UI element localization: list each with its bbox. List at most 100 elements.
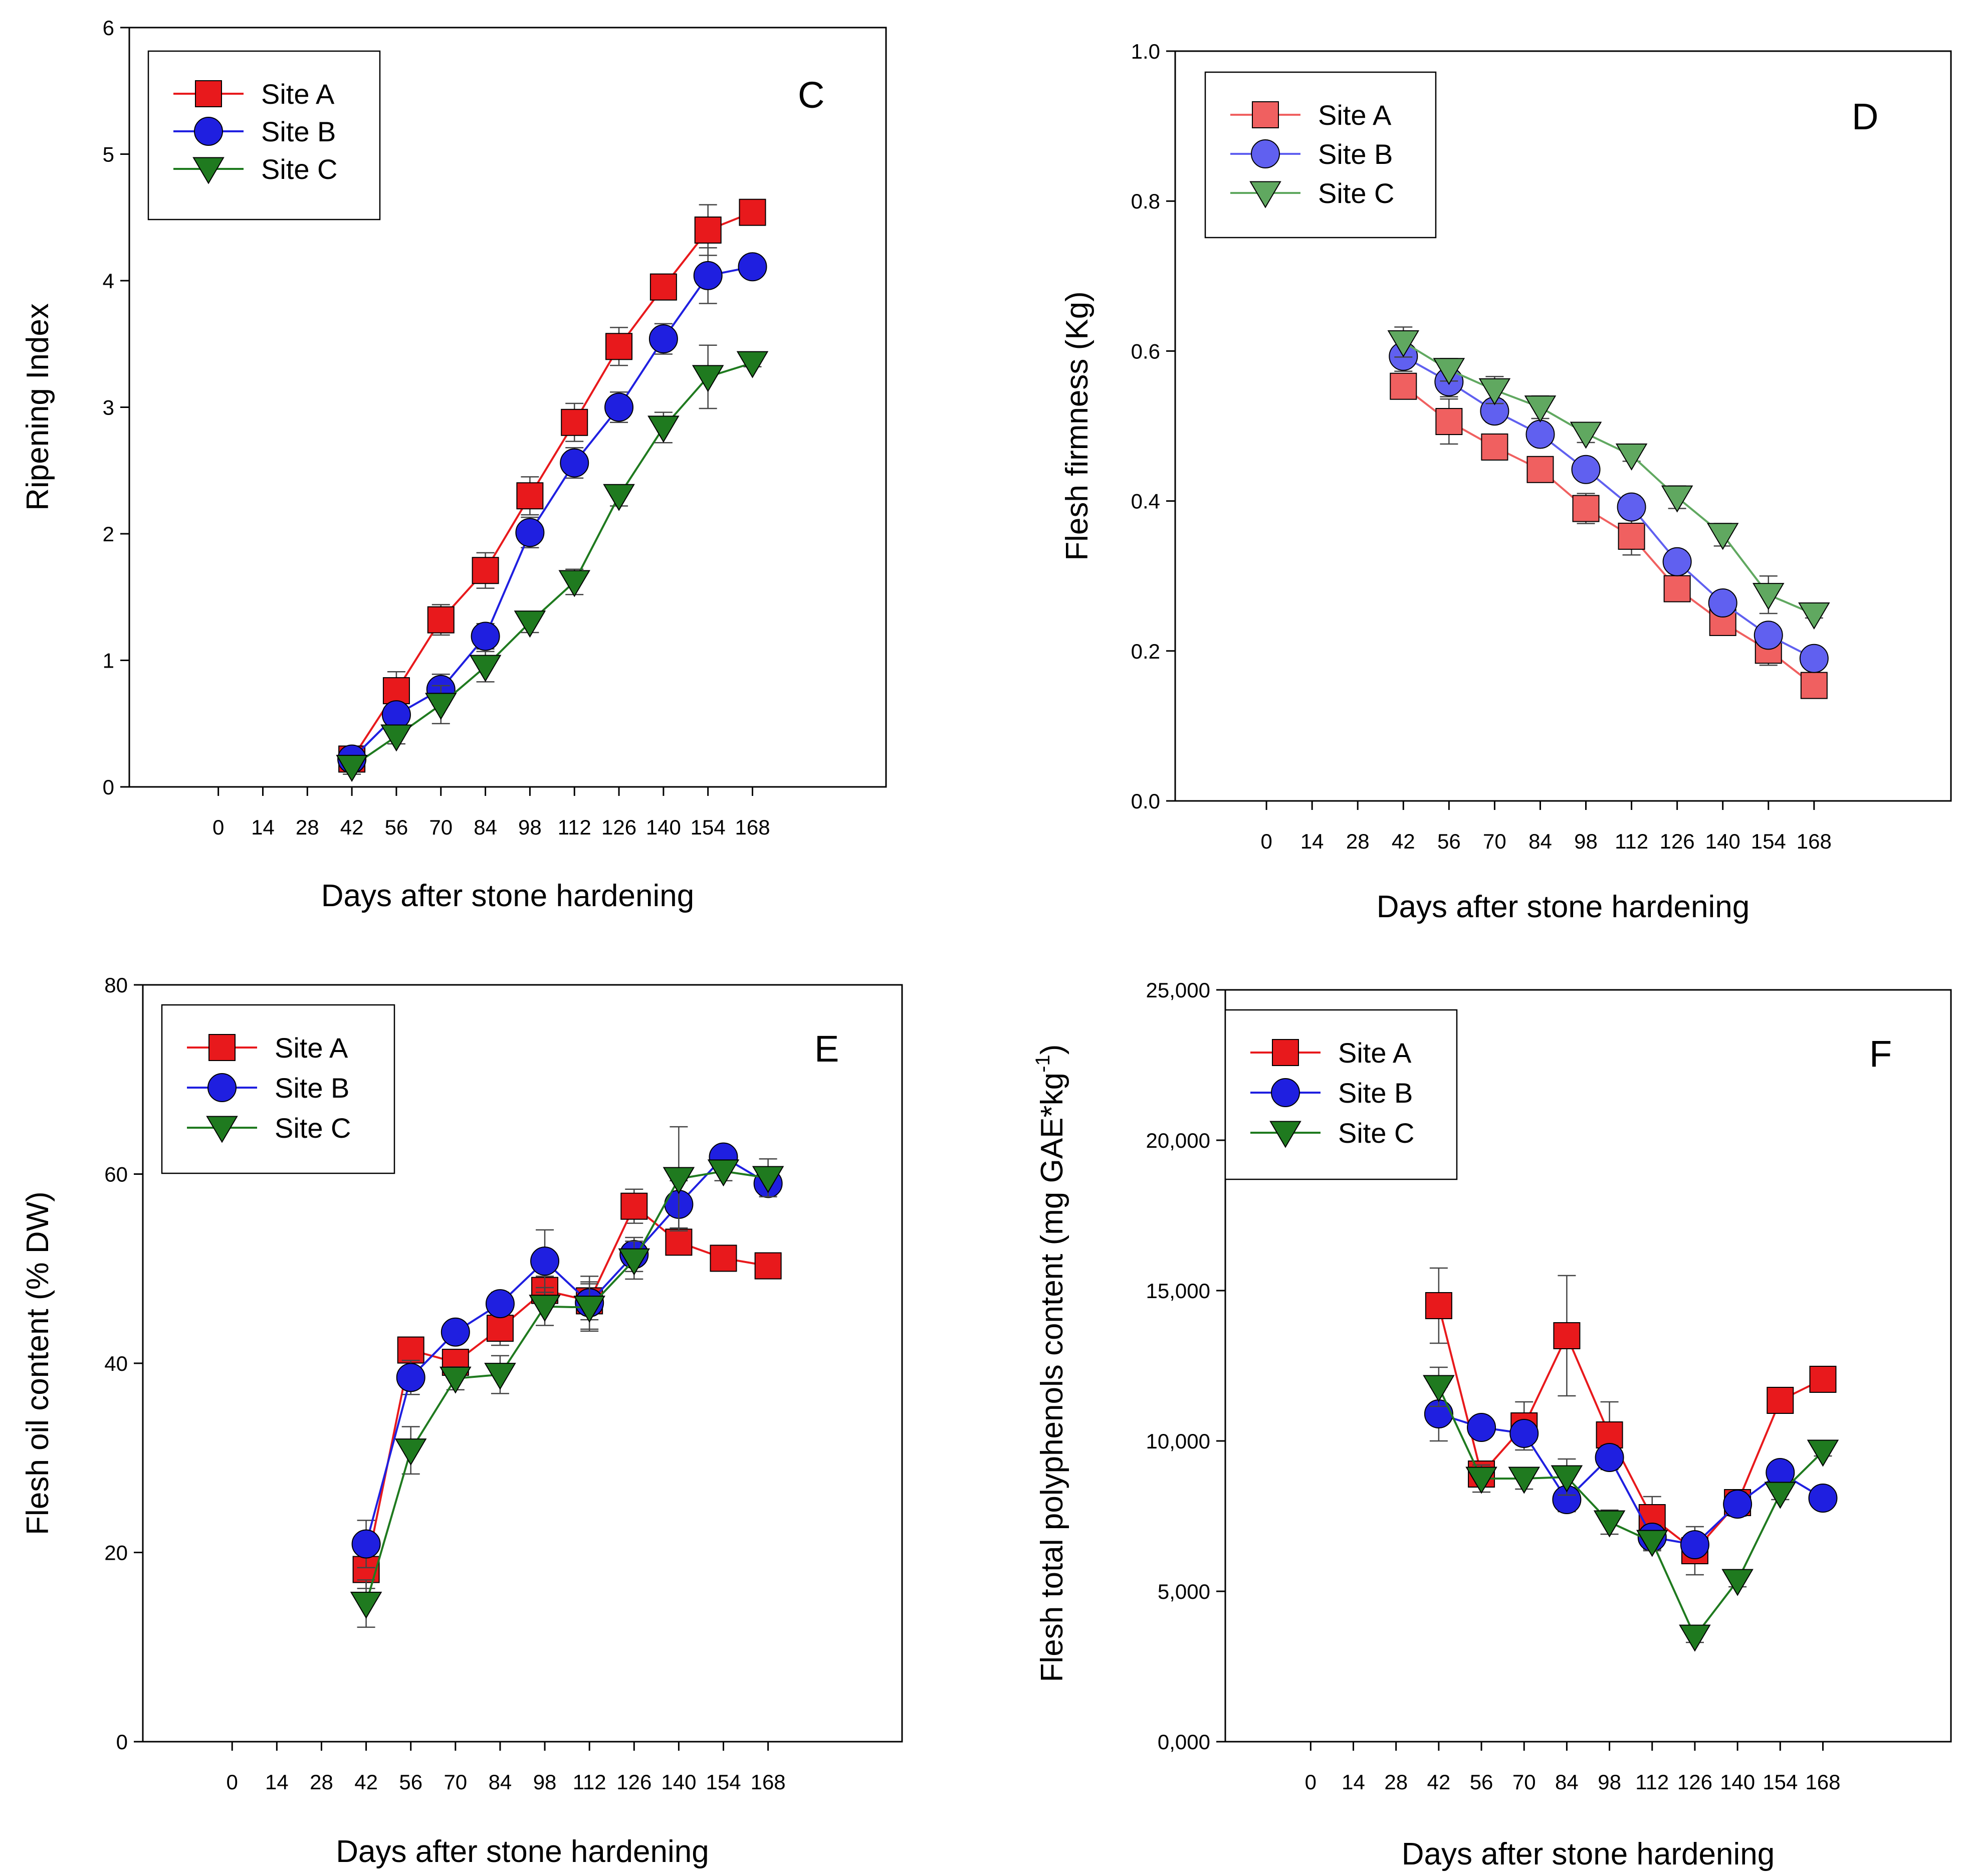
series-line: [365, 1155, 769, 1545]
x-tick-label: 70: [1512, 1770, 1536, 1794]
circle-marker: [396, 1363, 425, 1392]
square-marker: [1425, 1292, 1452, 1319]
legend-label: Site C: [261, 153, 338, 185]
triangle-down-marker: [1721, 1569, 1754, 1596]
x-tick-label: 126: [1677, 1770, 1712, 1794]
circle-marker: [471, 621, 500, 651]
x-tick-label: 168: [1805, 1770, 1840, 1794]
x-tick-label: 154: [1751, 829, 1786, 853]
x-tick-label: 28: [310, 1770, 333, 1794]
legend-label: Site B: [1318, 138, 1393, 170]
x-tick-label: 168: [735, 815, 770, 839]
circle-marker: [1680, 1530, 1709, 1559]
square-marker: [472, 557, 499, 584]
legend-label: Site B: [261, 116, 336, 147]
x-tick-label: 154: [706, 1770, 741, 1794]
circle-marker: [515, 518, 545, 547]
x-tick-label: 56: [399, 1770, 422, 1794]
x-tick-label: 140: [1720, 1770, 1755, 1794]
x-tick-label: 112: [1615, 829, 1648, 853]
x-tick-label: 126: [601, 815, 636, 839]
y-tick-label: 1: [103, 649, 114, 673]
x-tick-label: 0: [1260, 829, 1272, 853]
y-tick-label: 4: [103, 269, 114, 293]
triangle-down-marker: [1661, 485, 1693, 513]
x-tick-label: 126: [1660, 829, 1695, 853]
square-marker: [427, 606, 455, 634]
series-line: [1437, 1305, 1824, 1552]
triangle-down-marker: [206, 1116, 238, 1143]
triangle-down-marker: [440, 1366, 472, 1394]
legend-label: Site B: [275, 1072, 349, 1104]
square-marker: [754, 1252, 782, 1280]
x-tick-label: 98: [1574, 829, 1598, 853]
series-line: [1403, 341, 1815, 615]
x-tick-label: 70: [1483, 829, 1506, 853]
triangle-down-marker: [529, 1295, 561, 1322]
x-tick-label: 56: [1470, 1770, 1493, 1794]
legend-label: Site A: [275, 1032, 348, 1064]
triangle-down-marker: [558, 570, 590, 597]
triangle-down-marker: [647, 415, 680, 443]
triangle-down-marker: [425, 693, 457, 720]
triangle-down-marker: [1753, 583, 1785, 610]
panel-letter: D: [1852, 96, 1878, 137]
x-tick-label: 126: [616, 1770, 651, 1794]
legend: Site A Site B Site C: [1204, 71, 1437, 239]
square-marker: [1767, 1387, 1794, 1414]
y-tick-label: 3: [103, 396, 114, 420]
triangle-down-marker: [1706, 523, 1739, 550]
y-axis-title-close: ): [1035, 1045, 1069, 1055]
circle-marker: [441, 1317, 470, 1347]
circle-marker: [194, 117, 223, 146]
y-tick-label: 20,000: [1146, 1129, 1210, 1152]
series-site-a: [1390, 372, 1828, 699]
circle-marker: [648, 324, 678, 354]
square-marker: [1572, 495, 1600, 522]
y-tick-label: 80: [104, 973, 128, 997]
y-axis-title-main: Flesh total polyphenols content (mg GAE*…: [1035, 1073, 1069, 1683]
legend-box: [161, 1004, 395, 1174]
x-tick-label: 28: [1346, 829, 1370, 853]
circle-marker: [560, 448, 589, 478]
x-tick-label: 112: [573, 1770, 606, 1794]
square-marker: [710, 1244, 737, 1272]
x-tick-label: 98: [1598, 1770, 1621, 1794]
circle-marker: [1754, 620, 1783, 650]
y-axis-title: Flesh total polyphenols content (mg GAE*…: [1032, 1045, 1069, 1683]
series-site-c: [350, 1126, 784, 1628]
triangle-down-marker: [394, 1438, 427, 1466]
series-line: [351, 266, 753, 760]
square-marker: [1618, 522, 1645, 550]
plot-frame: [1224, 989, 1952, 1743]
triangle-down-marker: [1798, 602, 1830, 630]
y-tick-label: 0.4: [1131, 490, 1160, 513]
triangle-down-marker: [336, 755, 368, 782]
x-tick-label: 112: [558, 815, 591, 839]
x-tick-label: 42: [1427, 1770, 1451, 1794]
y-tick-label: 2: [103, 522, 114, 546]
triangle-down-marker: [1570, 422, 1602, 449]
triangle-down-marker: [618, 1248, 650, 1276]
square-marker: [1663, 575, 1691, 602]
x-tick-label: 84: [1555, 1770, 1579, 1794]
x-tick-label: 98: [518, 815, 542, 839]
x-tick-label: 56: [1437, 829, 1461, 853]
x-tick-label: 56: [385, 815, 408, 839]
circle-marker: [1595, 1443, 1624, 1472]
x-tick-label: 70: [429, 815, 453, 839]
x-tick-label: 14: [1342, 1770, 1365, 1794]
y-tick-label: 15,000: [1146, 1279, 1210, 1303]
x-tick-label: 168: [751, 1770, 786, 1794]
circle-marker: [1571, 455, 1601, 484]
x-axis-title: Days after stone hardening: [336, 1834, 709, 1869]
x-tick-label: 168: [1797, 829, 1832, 853]
series-site-c: [1423, 1366, 1839, 1652]
y-axis-title: Flesh oil content (% DW): [21, 1191, 55, 1535]
triangle-down-marker: [1387, 330, 1420, 357]
y-tick-label: 0: [116, 1730, 128, 1754]
legend-label: Site A: [1338, 1037, 1412, 1069]
x-axis-title: Days after stone hardening: [1402, 1837, 1775, 1871]
legend-label: Site C: [275, 1112, 351, 1144]
triangle-down-marker: [692, 365, 724, 392]
